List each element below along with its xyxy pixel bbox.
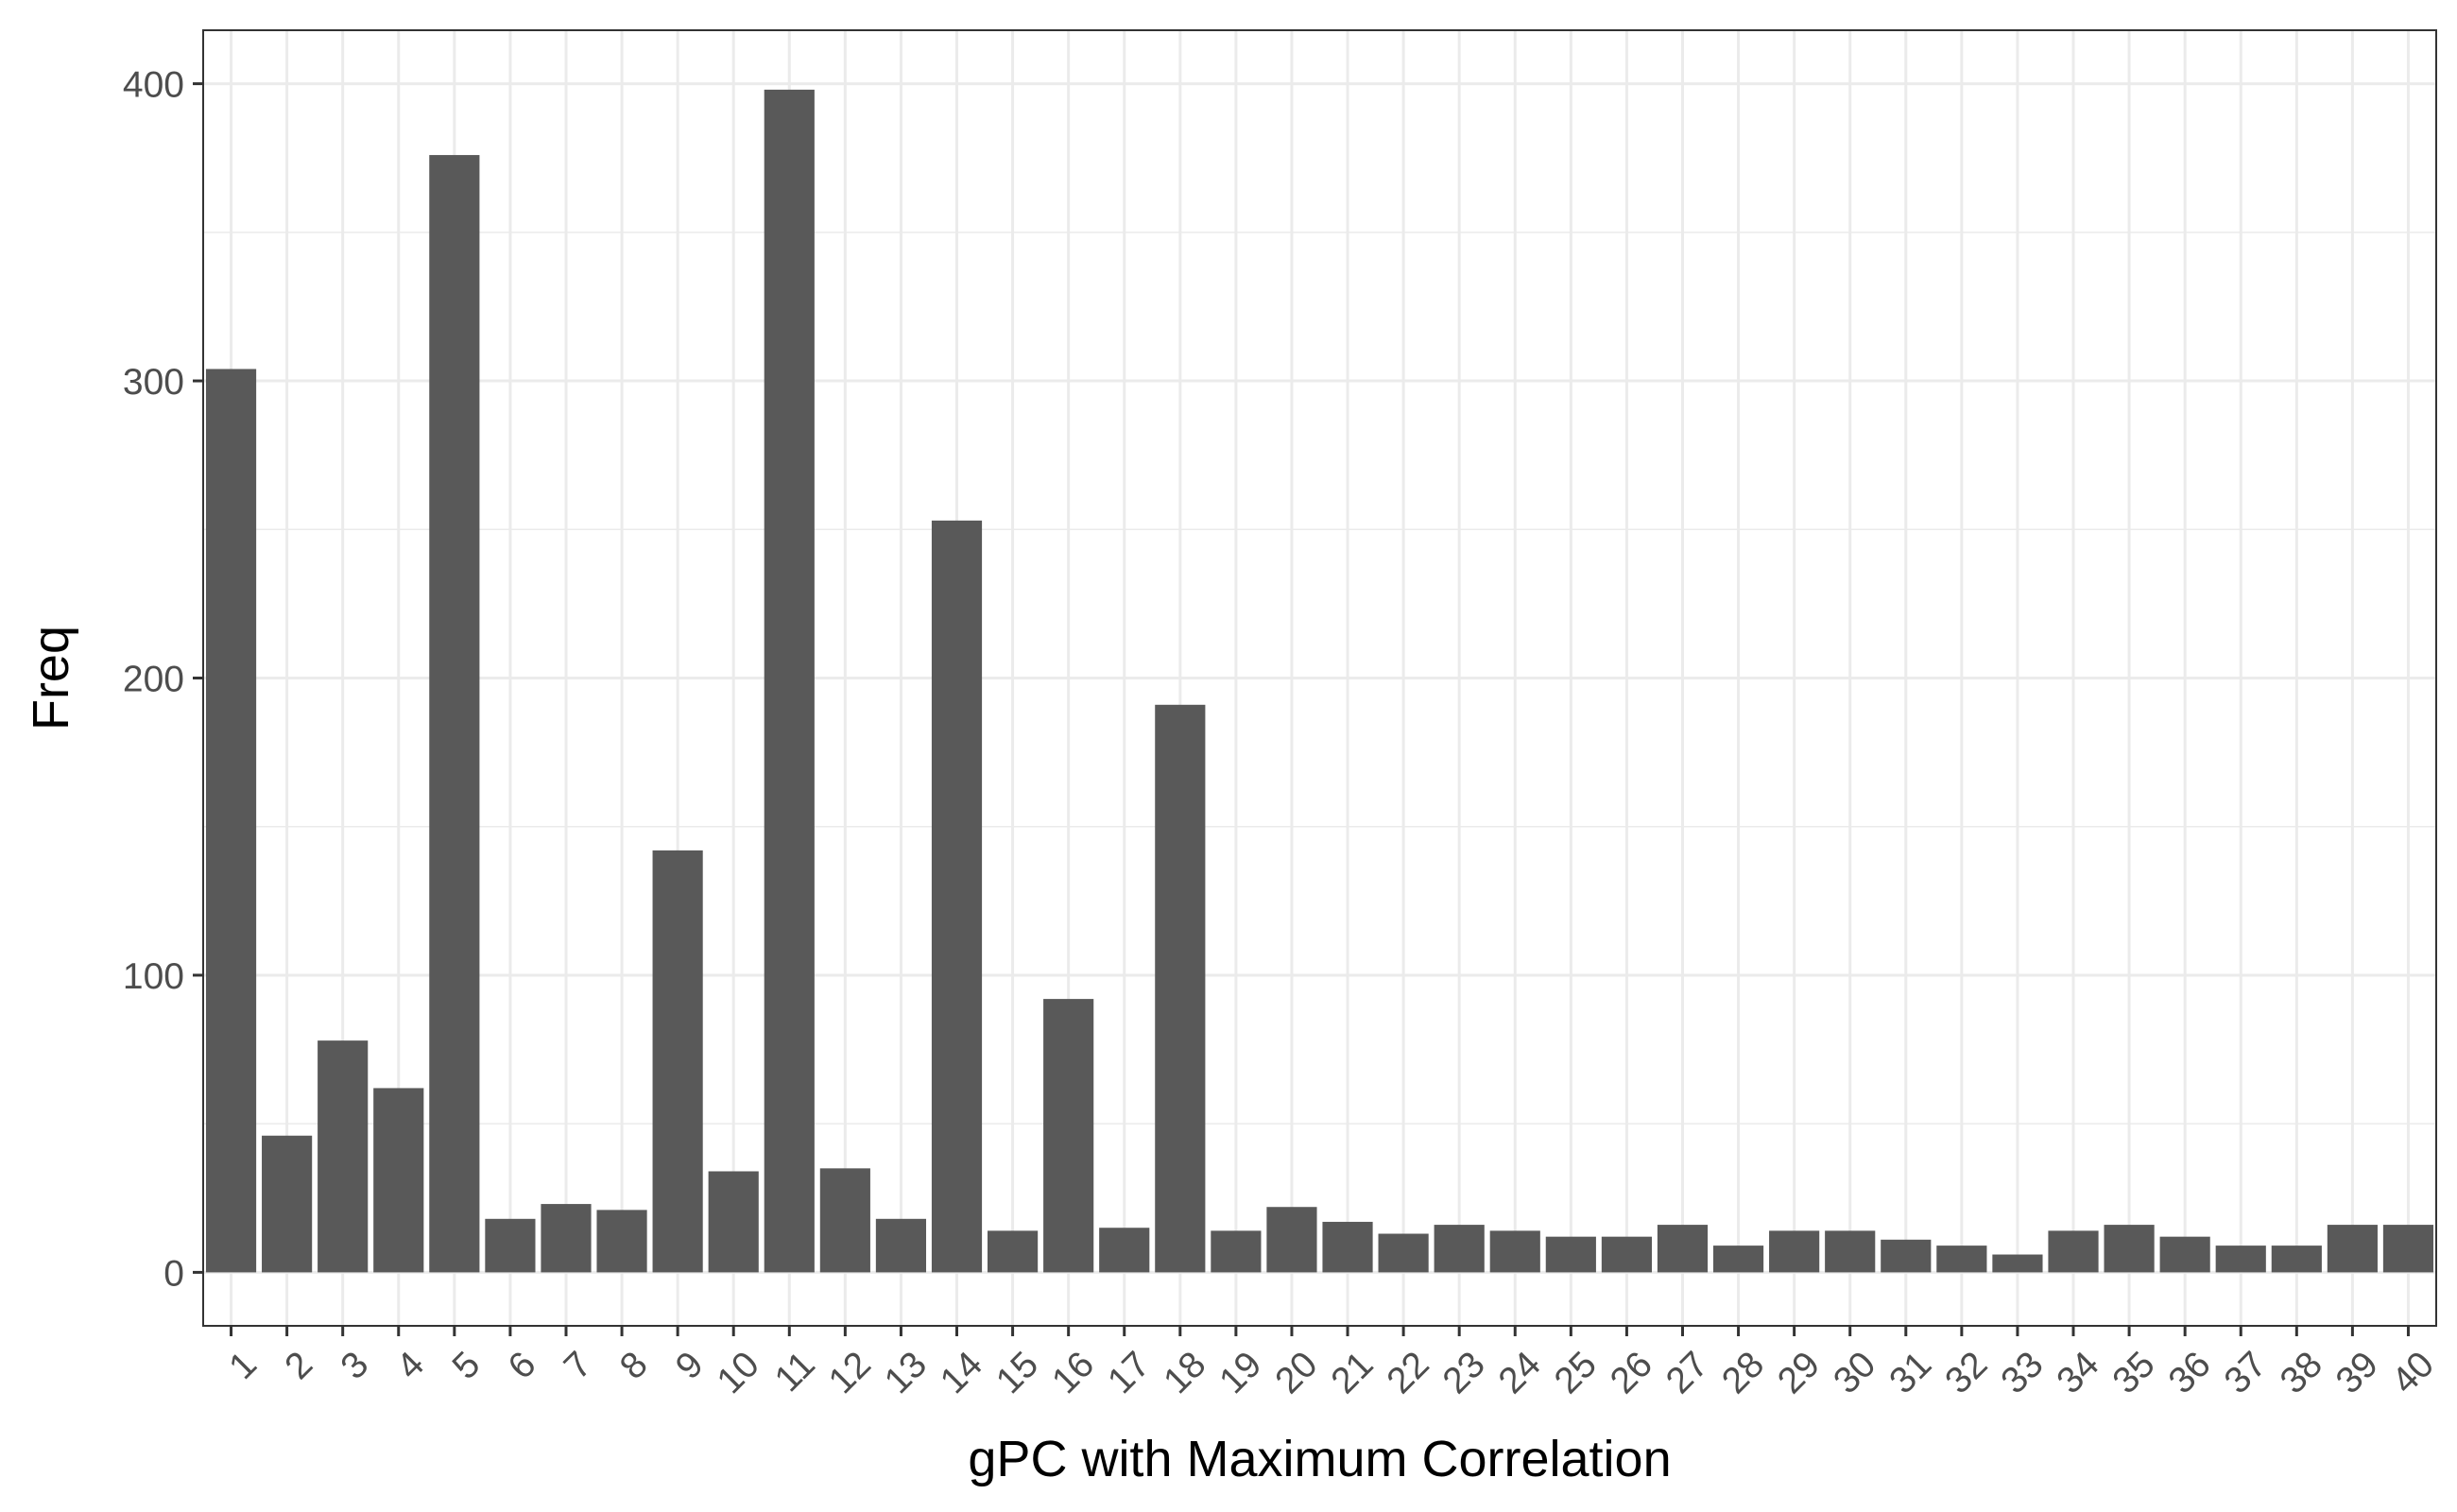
bar-31 bbox=[1881, 1239, 1932, 1273]
x-axis-title: gPC with Maximum Correlation bbox=[968, 1431, 1671, 1487]
bar-11 bbox=[764, 89, 815, 1273]
bar-7 bbox=[541, 1204, 592, 1273]
bar-34 bbox=[2048, 1230, 2099, 1273]
bar-3 bbox=[318, 1040, 369, 1273]
bar-12 bbox=[819, 1168, 870, 1273]
bar-27 bbox=[1657, 1225, 1709, 1273]
y-tick-label: 300 bbox=[123, 362, 184, 403]
bar-28 bbox=[1712, 1246, 1764, 1273]
bar-9 bbox=[652, 850, 703, 1273]
bar-36 bbox=[2159, 1236, 2210, 1273]
bar-5 bbox=[429, 155, 480, 1273]
bar-16 bbox=[1043, 999, 1094, 1273]
bar-40 bbox=[2382, 1225, 2434, 1273]
bar-20 bbox=[1266, 1207, 1317, 1273]
bar-10 bbox=[708, 1171, 759, 1273]
bar-8 bbox=[596, 1210, 647, 1273]
y-tick-label: 400 bbox=[123, 65, 184, 106]
bar-35 bbox=[2104, 1225, 2155, 1273]
y-tick-label: 0 bbox=[163, 1253, 184, 1294]
bar-25 bbox=[1545, 1236, 1596, 1273]
bar-17 bbox=[1099, 1228, 1150, 1273]
bar-24 bbox=[1489, 1230, 1540, 1273]
bar-38 bbox=[2271, 1246, 2322, 1273]
bar-15 bbox=[988, 1230, 1039, 1273]
bar-33 bbox=[1992, 1254, 2043, 1273]
gridlines bbox=[203, 30, 2436, 1326]
bar-22 bbox=[1378, 1233, 1429, 1273]
bar-2 bbox=[262, 1135, 313, 1273]
bar-21 bbox=[1322, 1221, 1373, 1273]
y-tick-label: 100 bbox=[123, 956, 184, 997]
bar-26 bbox=[1601, 1236, 1652, 1273]
bars bbox=[205, 89, 2434, 1273]
bar-6 bbox=[485, 1218, 536, 1273]
bar-14 bbox=[931, 520, 983, 1273]
bar-4 bbox=[373, 1088, 424, 1273]
y-tick-label: 200 bbox=[123, 660, 184, 700]
bar-32 bbox=[1936, 1246, 1987, 1273]
bar-39 bbox=[2327, 1225, 2378, 1273]
bar-29 bbox=[1769, 1230, 1820, 1273]
bar-18 bbox=[1155, 704, 1206, 1273]
y-axis-title: Freq bbox=[23, 626, 79, 730]
bar-23 bbox=[1434, 1225, 1485, 1273]
bar-19 bbox=[1211, 1230, 1262, 1273]
bar-30 bbox=[1825, 1230, 1876, 1273]
bar-13 bbox=[875, 1218, 927, 1273]
bar-1 bbox=[205, 369, 257, 1273]
bar-37 bbox=[2215, 1246, 2266, 1273]
